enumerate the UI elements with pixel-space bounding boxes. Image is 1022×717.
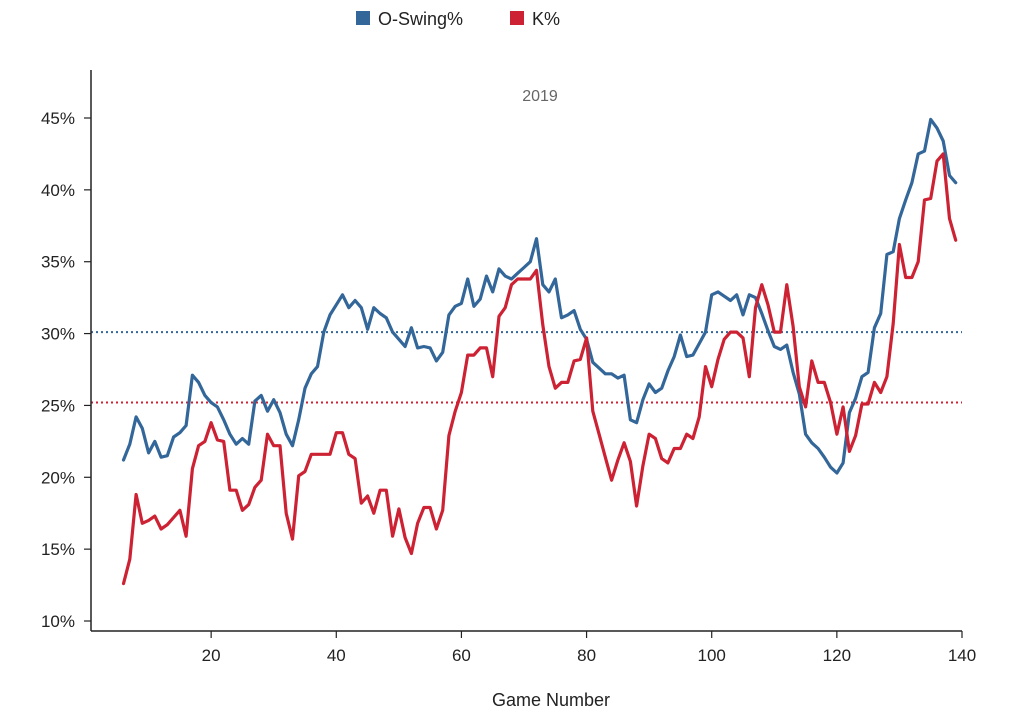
legend-label-oswing: O-Swing%	[378, 9, 463, 29]
y-tick-label: 10%	[41, 612, 75, 631]
x-tick-label: 120	[823, 646, 851, 665]
x-tick-label: 60	[452, 646, 471, 665]
y-tick-label: 25%	[41, 396, 75, 415]
x-tick-label: 140	[948, 646, 976, 665]
x-tick-label: 100	[698, 646, 726, 665]
series-lines	[121, 117, 958, 586]
y-tick-label: 30%	[41, 325, 75, 344]
y-ticks: 10% 15% 20% 25% 30% 35% 40% 45%	[41, 109, 91, 631]
x-axis-title: Game Number	[492, 690, 610, 710]
x-tick-label: 20	[202, 646, 221, 665]
legend: O-Swing% K%	[356, 9, 560, 29]
legend-label-k: K%	[532, 9, 560, 29]
x-tick-label: 40	[327, 646, 346, 665]
y-tick-label: 40%	[41, 181, 75, 200]
y-tick-label: 35%	[41, 253, 75, 272]
legend-swatch-oswing	[356, 11, 370, 25]
y-tick-label: 20%	[41, 468, 75, 487]
reference-lines	[91, 331, 962, 404]
series-line-oswing	[121, 117, 958, 475]
x-ticks: 20 40 60 80 100 120 140	[202, 631, 976, 665]
series-line-k	[121, 152, 958, 586]
axes	[90, 70, 962, 632]
y-tick-label: 45%	[41, 109, 75, 128]
legend-swatch-k	[510, 11, 524, 25]
chart-title: 2019	[522, 88, 558, 105]
x-tick-label: 80	[577, 646, 596, 665]
y-tick-label: 15%	[41, 540, 75, 559]
